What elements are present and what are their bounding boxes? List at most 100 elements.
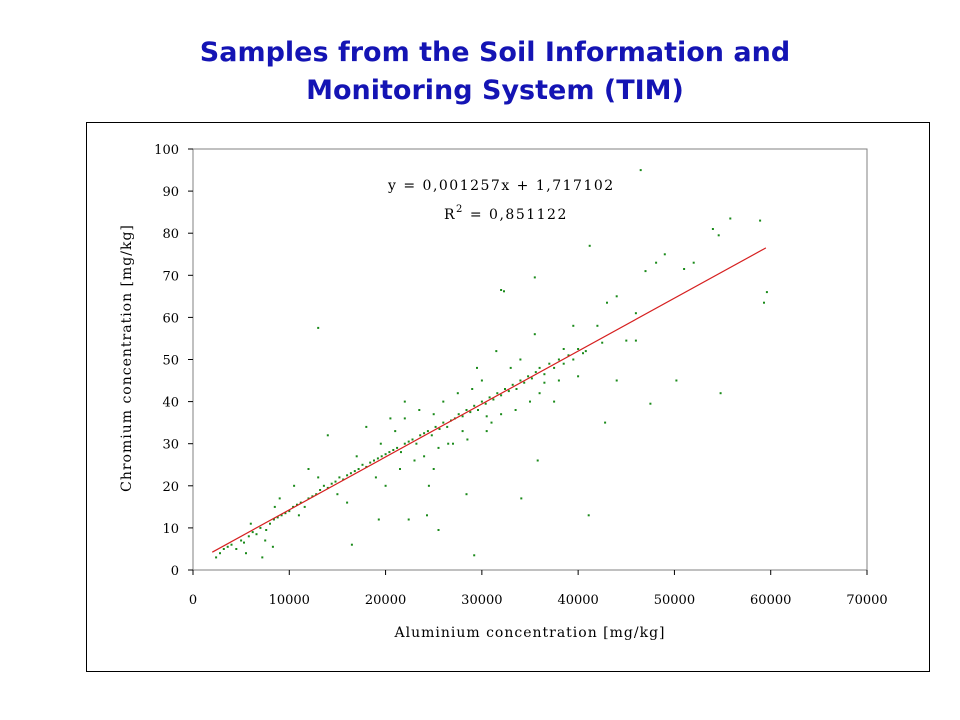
data-point [567, 354, 570, 357]
data-point [584, 350, 587, 353]
data-point [572, 324, 575, 327]
data-point [403, 400, 406, 403]
data-point [389, 417, 392, 420]
data-point [485, 430, 488, 433]
data-point [355, 455, 358, 458]
data-point [215, 556, 218, 559]
data-point [692, 261, 695, 264]
y-tick-label: 20 [162, 480, 179, 495]
data-point [719, 392, 722, 395]
data-point [299, 501, 302, 504]
data-point [346, 474, 349, 477]
data-point [365, 425, 368, 428]
data-point [259, 526, 262, 529]
data-point [553, 400, 556, 403]
data-point [553, 366, 556, 369]
data-point [271, 545, 274, 548]
data-point [587, 514, 590, 517]
data-point [432, 468, 435, 470]
data-point [456, 392, 459, 395]
data-point [634, 339, 637, 342]
data-point [403, 417, 406, 420]
data-point [711, 228, 714, 230]
data-point [423, 455, 426, 458]
data-point [240, 539, 243, 542]
regression-line [211, 247, 767, 553]
data-point [338, 476, 341, 479]
data-point [319, 489, 322, 491]
data-point [515, 388, 518, 390]
data-point [230, 543, 233, 546]
data-point [346, 501, 349, 504]
data-point [492, 398, 495, 401]
data-point [388, 451, 391, 454]
data-point [334, 480, 337, 483]
data-point [407, 518, 410, 521]
data-point [534, 371, 537, 374]
data-point [527, 375, 530, 378]
data-point [330, 482, 333, 485]
data-point [350, 543, 353, 546]
data-point [292, 505, 295, 508]
y-axis-ticks: 0 10 20 30 40 50 60 70 80 90 100 [154, 143, 193, 579]
regression-equation: y = 0,001257x + 1,717102 [387, 178, 615, 194]
chart-frame [86, 122, 930, 672]
data-point [601, 341, 604, 344]
data-point [473, 404, 476, 407]
data-point [403, 442, 406, 445]
data-point [434, 425, 437, 428]
data-point [374, 476, 377, 479]
data-point [284, 512, 287, 515]
data-point [296, 503, 298, 506]
y-tick-label: 60 [162, 311, 179, 326]
data-point [326, 434, 329, 437]
data-point [353, 470, 356, 473]
data-point [514, 409, 517, 411]
data-point [265, 529, 268, 531]
data-point [407, 440, 410, 443]
data-point [639, 169, 642, 172]
y-tick-label: 80 [162, 227, 179, 242]
data-point [384, 484, 387, 487]
data-point [471, 388, 474, 390]
slide-title-line-2: Monitoring System (TIM) [306, 75, 684, 106]
data-point [243, 541, 245, 544]
data-point [529, 400, 531, 403]
data-point [503, 290, 505, 293]
x-axis-title: Aluminium concentration [mg/kg] [393, 625, 665, 641]
data-point [763, 301, 765, 304]
r-squared-superscript: 2 [456, 204, 464, 215]
data-point [438, 428, 441, 430]
data-point [644, 270, 647, 273]
data-point [625, 339, 628, 342]
data-point [523, 381, 526, 384]
data-point [466, 438, 469, 441]
r-squared-label: R2 = 0,851122 [444, 204, 568, 223]
data-point [369, 461, 372, 464]
data-point [413, 459, 416, 462]
data-point [538, 392, 541, 395]
data-point [634, 312, 637, 315]
data-points [215, 169, 768, 559]
data-point [557, 379, 560, 382]
y-axis-title: Chromium concentration [mg/kg] [119, 224, 135, 492]
data-point [577, 375, 580, 378]
data-point [536, 459, 539, 462]
data-point [596, 324, 599, 327]
data-point [473, 554, 476, 557]
x-tick-label: 10000 [269, 593, 310, 608]
data-point [533, 333, 536, 336]
data-point [655, 261, 658, 264]
y-tick-label: 40 [162, 396, 179, 411]
data-point [349, 472, 352, 475]
data-point [293, 484, 296, 487]
data-point [251, 531, 254, 534]
data-point [426, 430, 429, 433]
x-tick-label: 30000 [461, 593, 502, 608]
x-tick-label: 70000 [846, 593, 887, 608]
data-point [264, 539, 267, 542]
data-point [273, 505, 276, 508]
data-point [500, 289, 503, 291]
data-point [500, 413, 503, 416]
data-point [307, 468, 310, 470]
